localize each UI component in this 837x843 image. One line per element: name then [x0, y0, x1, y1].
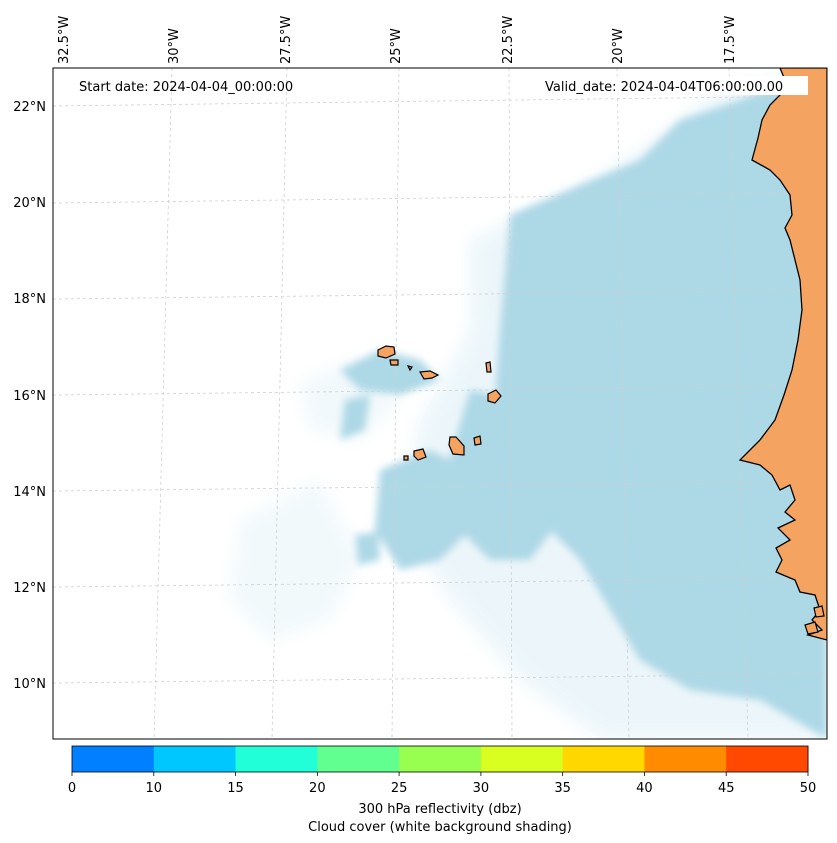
- map-content: [53, 68, 827, 739]
- colorbar-tick-label: 30: [473, 781, 490, 796]
- lon-label: 32.5°W: [57, 16, 72, 64]
- lon-label: 20°W: [611, 28, 626, 64]
- colorbar-tick-label: 45: [718, 781, 735, 796]
- colorbar-segment: [72, 746, 155, 772]
- lat-label: 14°N: [13, 485, 46, 500]
- lat-label: 12°N: [13, 581, 46, 596]
- valid-date-box: [540, 76, 808, 95]
- cloud-cover: [340, 72, 827, 739]
- africa-coastline: [738, 68, 827, 641]
- lat-label: 18°N: [13, 292, 46, 307]
- lon-label: 30°W: [167, 28, 182, 64]
- latitude-labels: 22°N 20°N 18°N 16°N 14°N 12°N 10°N: [13, 100, 46, 692]
- lon-label: 27.5°W: [279, 16, 294, 64]
- colorbar-tick-label: 20: [309, 781, 326, 796]
- lat-label: 16°N: [13, 389, 46, 404]
- colorbar-segment: [562, 746, 645, 772]
- colorbar-ticks: 0 10 15 20 25 30 35 40 45 50: [68, 772, 816, 796]
- lon-label: 22.5°W: [501, 16, 516, 64]
- colorbar-label: 300 hPa reflectivity (dbz): [358, 802, 521, 817]
- map-frame: [52, 67, 828, 740]
- colorbar-frame: [71, 745, 809, 773]
- colorbar-segment: [153, 746, 237, 772]
- guinea-bissau-islands: [804, 605, 825, 635]
- colorbar-tick-label: 35: [554, 781, 571, 796]
- lon-label: 25°W: [389, 28, 404, 64]
- lat-label: 20°N: [13, 196, 46, 211]
- colorbar: [72, 746, 809, 772]
- colorbar-segment: [644, 746, 727, 772]
- colorbar-segment: [726, 746, 809, 772]
- colorbar-segment: [480, 746, 564, 772]
- lat-label: 22°N: [13, 100, 46, 115]
- colorbar-tick-label: 15: [227, 781, 244, 796]
- colorbar-segment: [317, 746, 400, 772]
- colorbar-segment: [235, 746, 318, 772]
- colorbar-tick-label: 50: [800, 781, 817, 796]
- valid-date-label: Valid_date: 2024-04-04T06:00:00.00: [545, 80, 783, 95]
- colorbar-tick-label: 10: [146, 781, 163, 796]
- longitude-labels: 32.5°W 30°W 27.5°W 25°W 22.5°W 20°W 17.5…: [57, 16, 738, 64]
- colorbar-tick-label: 0: [68, 781, 76, 796]
- graticule: [53, 68, 827, 739]
- lat-label: 10°N: [13, 677, 46, 692]
- colorbar-tick-label: 40: [636, 781, 653, 796]
- start-date-label: Start date: 2024-04-04_00:00:00: [79, 80, 293, 95]
- lon-label: 17.5°W: [723, 16, 738, 64]
- colorbar-tick-label: 25: [391, 781, 408, 796]
- colorbar-sublabel: Cloud cover (white background shading): [308, 820, 572, 835]
- colorbar-segment: [399, 746, 482, 772]
- cape-verde-islands: [377, 345, 502, 461]
